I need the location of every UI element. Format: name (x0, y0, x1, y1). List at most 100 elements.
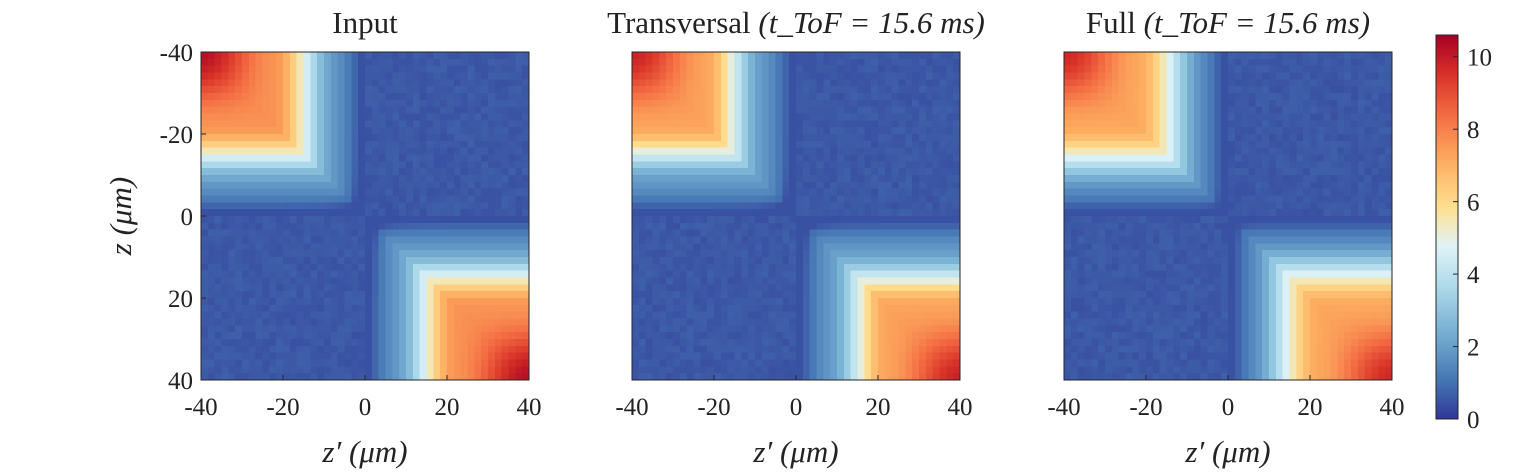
heatmap-cell (235, 59, 242, 66)
heatmap-cell (776, 291, 783, 298)
heatmap-cell (399, 107, 406, 114)
heatmap-cell (810, 161, 817, 168)
heatmap-cell (228, 209, 235, 216)
heatmap-cell (310, 141, 317, 148)
heatmap-cell (324, 366, 331, 373)
heatmap-cell (338, 284, 345, 291)
heatmap-cell (912, 278, 919, 285)
heatmap-cell (871, 332, 878, 339)
heatmap-cell (468, 66, 475, 73)
heatmap-cell (953, 93, 960, 100)
heatmap-cell (345, 332, 352, 339)
heatmap-cell (796, 332, 803, 339)
heatmap-cell (837, 79, 844, 86)
heatmap-cell (776, 114, 783, 121)
heatmap-cell (351, 202, 358, 209)
heatmap-cell (741, 250, 748, 257)
heatmap-cell (769, 271, 776, 278)
heatmap-cell (290, 182, 297, 189)
heatmap-cell (871, 182, 878, 189)
heatmap-cell (776, 284, 783, 291)
heatmap-cell (728, 360, 735, 367)
heatmap-cell (1242, 59, 1249, 66)
heatmap-cell (297, 155, 304, 162)
heatmap-cell (912, 182, 919, 189)
heatmap-cell (365, 305, 372, 312)
heatmap-cell (495, 86, 502, 93)
heatmap-cell (509, 155, 516, 162)
heatmap-cell (235, 202, 242, 209)
heatmap-cell (256, 312, 263, 319)
heatmap-cell (796, 325, 803, 332)
heatmap-cell (1112, 79, 1119, 86)
heatmap-cell (817, 325, 824, 332)
heatmap-cell (372, 284, 379, 291)
heatmap-cell (222, 250, 229, 257)
heatmap-cell (474, 243, 481, 250)
heatmap-cell (338, 291, 345, 298)
heatmap-cell (653, 209, 660, 216)
heatmap-cell (406, 209, 413, 216)
heatmap-cell (263, 114, 270, 121)
heatmap-cell (748, 196, 755, 203)
heatmap-cell (495, 52, 502, 59)
heatmap-cell (714, 141, 721, 148)
heatmap-cell (905, 325, 912, 332)
heatmap-cell (762, 86, 769, 93)
heatmap-cell (379, 100, 386, 107)
heatmap-cell (776, 305, 783, 312)
heatmap-cell (1146, 93, 1153, 100)
heatmap-cell (796, 182, 803, 189)
heatmap-cell (331, 373, 338, 380)
heatmap-cell (885, 52, 892, 59)
heatmap-cell (823, 127, 830, 134)
heatmap-cell (946, 161, 953, 168)
heatmap-cell (666, 319, 673, 326)
heatmap-cell (392, 319, 399, 326)
heatmap-cell (1098, 73, 1105, 80)
heatmap-cell (714, 66, 721, 73)
heatmap-cell (803, 100, 810, 107)
heatmap-cell (440, 127, 447, 134)
heatmap-cell (899, 257, 906, 264)
heatmap-cell (755, 100, 762, 107)
heatmap-cell (735, 237, 742, 244)
heatmap-cell (399, 189, 406, 196)
heatmap-cell (427, 66, 434, 73)
heatmap-cell (392, 250, 399, 257)
heatmap-cell (440, 155, 447, 162)
heatmap-cell (946, 353, 953, 360)
heatmap-cell (646, 216, 653, 223)
heatmap-cell (940, 196, 947, 203)
heatmap-cell (297, 298, 304, 305)
heatmap-cell (222, 223, 229, 230)
heatmap-cell (653, 298, 660, 305)
heatmap-cell (687, 141, 694, 148)
heatmap-cell (488, 202, 495, 209)
heatmap-cell (707, 237, 714, 244)
heatmap-cell (885, 114, 892, 121)
heatmap-cell (728, 216, 735, 223)
heatmap-cell (215, 182, 222, 189)
heatmap-cell (940, 312, 947, 319)
heatmap-cell (440, 373, 447, 380)
heatmap-cell (776, 230, 783, 237)
heatmap-cell (208, 196, 215, 203)
heatmap-cell (413, 319, 420, 326)
heatmap-cell (345, 134, 352, 141)
heatmap-cell (810, 107, 817, 114)
heatmap-cell (338, 100, 345, 107)
heatmap-cell (892, 182, 899, 189)
heatmap-cell (878, 100, 885, 107)
heatmap-cell (899, 127, 906, 134)
heatmap-cell (782, 155, 789, 162)
heatmap-cell (782, 325, 789, 332)
heatmap-cell (755, 230, 762, 237)
heatmap-cell (1235, 73, 1242, 80)
heatmap-cell (666, 52, 673, 59)
heatmap-cell (762, 79, 769, 86)
heatmap-cell (1337, 93, 1344, 100)
heatmap-cell (892, 353, 899, 360)
heatmap-cell (338, 305, 345, 312)
heatmap-cell (433, 168, 440, 175)
